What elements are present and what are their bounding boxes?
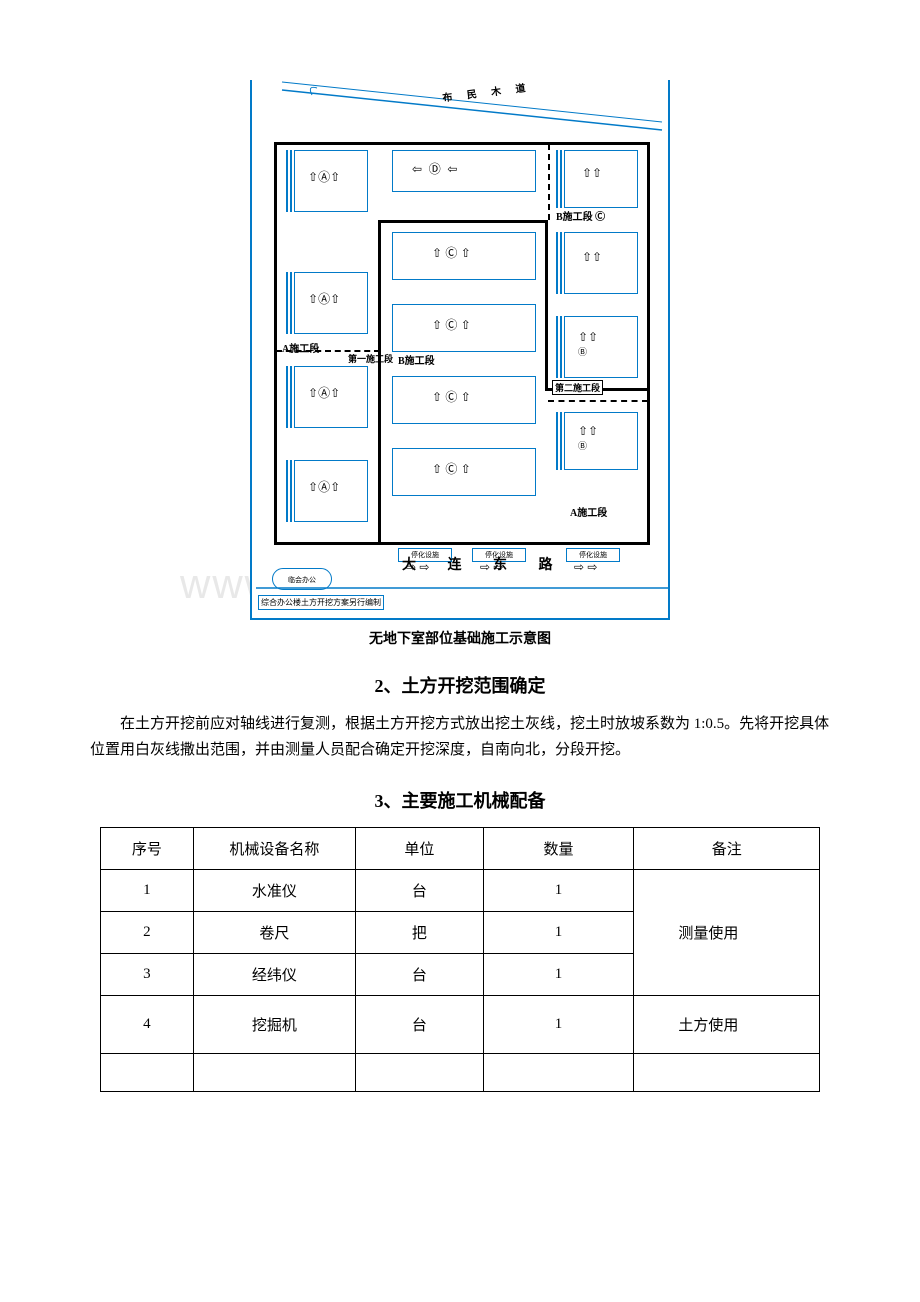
arrows-c3: ⇧ Ⓒ ⇧: [432, 388, 471, 405]
cell-empty: [356, 1054, 484, 1092]
boundary-inner-v: [378, 220, 381, 544]
cell-name: 经纬仪: [193, 954, 355, 996]
col-name: 机械设备名称: [193, 828, 355, 870]
cell-name: 水准仪: [193, 870, 355, 912]
label-b-right: B施工段 Ⓒ: [556, 208, 605, 223]
cell-name: 卷尺: [193, 912, 355, 954]
label-first: 第一施工段: [348, 352, 393, 365]
dash-top-v: [548, 144, 550, 220]
diagram-caption: 无地下室部位基础施工示意图: [250, 628, 670, 648]
arrows-b2: ⇧⇧: [582, 250, 602, 264]
boundary-bottom: [274, 542, 650, 545]
section2-text: 在土方开挖前应对轴线进行复测，根据土方开挖方式放出挖土灰线，挖土时放坡系数为 1…: [90, 712, 830, 763]
hatch-b1: [556, 150, 565, 208]
table-row: 4 挖掘机 台 1 土方使用: [101, 996, 820, 1054]
dash-right: [548, 400, 648, 402]
arrows-c4: ⇧ Ⓒ ⇧: [432, 460, 471, 477]
label-a-left: A施工段: [282, 340, 319, 355]
label-second: 第二施工段: [552, 380, 603, 395]
cell-unit: 把: [356, 912, 484, 954]
cell-qty: 1: [483, 912, 634, 954]
road-bottom-label: 大 连 东 路: [402, 554, 567, 574]
cell-note-measure: 测量使用: [634, 870, 820, 996]
arrows-a2: ⇧Ⓐ⇧: [308, 290, 340, 307]
cell-no: 4: [101, 996, 194, 1054]
cell-empty: [634, 1054, 820, 1092]
cell-empty: [101, 1054, 194, 1092]
cell-unit: 台: [356, 954, 484, 996]
cell-note-earth: 土方使用: [634, 996, 820, 1054]
cell-no: 1: [101, 870, 194, 912]
boundary-right: [647, 142, 650, 544]
cell-qty: 1: [483, 996, 634, 1054]
cell-unit: 台: [356, 996, 484, 1054]
col-note: 备注: [634, 828, 820, 870]
label-a-right: A施工段: [570, 504, 607, 519]
table-row: 1 水准仪 台 1 测量使用: [101, 870, 820, 912]
diagram-canvas: 布 民 木 道: [250, 80, 670, 620]
equipment-table: 序号 机械设备名称 单位 数量 备注 1 水准仪 台 1 测量使用 2 卷尺 把…: [100, 827, 820, 1092]
col-no: 序号: [101, 828, 194, 870]
table-row-empty: [101, 1054, 820, 1092]
construction-diagram: 布 民 木 道: [250, 80, 670, 648]
label-b-mid: B施工段: [398, 352, 435, 367]
boundary-inner-h1: [378, 220, 548, 223]
cell-empty: [483, 1054, 634, 1092]
cell-empty: [193, 1054, 355, 1092]
col-qty: 数量: [483, 828, 634, 870]
hatch-b4: [556, 412, 565, 470]
hatch-b2: [556, 232, 565, 294]
arrows-b3: ⇧⇧Ⓑ: [578, 330, 598, 358]
cell-name: 挖掘机: [193, 996, 355, 1054]
hatch-b3: [556, 316, 565, 378]
hatch-a3: [286, 366, 295, 428]
cell-qty: 1: [483, 954, 634, 996]
arrows-d: ⇦ Ⓓ ⇦: [412, 160, 457, 177]
boundary-left: [274, 142, 277, 544]
section2-title: 2、土方开挖范围确定: [80, 672, 840, 698]
hatch-a4: [286, 460, 295, 522]
arrows-c1: ⇧ Ⓒ ⇧: [432, 244, 471, 261]
cell-no: 2: [101, 912, 194, 954]
cell-unit: 台: [356, 870, 484, 912]
arrows-a4: ⇧Ⓐ⇧: [308, 478, 340, 495]
hatch-a2: [286, 272, 295, 334]
hatch-a1: [286, 150, 295, 212]
col-unit: 单位: [356, 828, 484, 870]
arrows-b1: ⇧⇧: [582, 166, 602, 180]
boundary-inner-v2: [545, 220, 548, 390]
arrows-b4: ⇧⇧Ⓑ: [578, 424, 598, 452]
section3-title: 3、主要施工机械配备: [80, 787, 840, 813]
boundary-top: [274, 142, 650, 145]
arrows-a1: ⇧Ⓐ⇧: [308, 168, 340, 185]
arrows-a3: ⇧Ⓐ⇧: [308, 384, 340, 401]
table-header-row: 序号 机械设备名称 单位 数量 备注: [101, 828, 820, 870]
arrows-c2: ⇧ Ⓒ ⇧: [432, 316, 471, 333]
cell-qty: 1: [483, 870, 634, 912]
cell-no: 3: [101, 954, 194, 996]
